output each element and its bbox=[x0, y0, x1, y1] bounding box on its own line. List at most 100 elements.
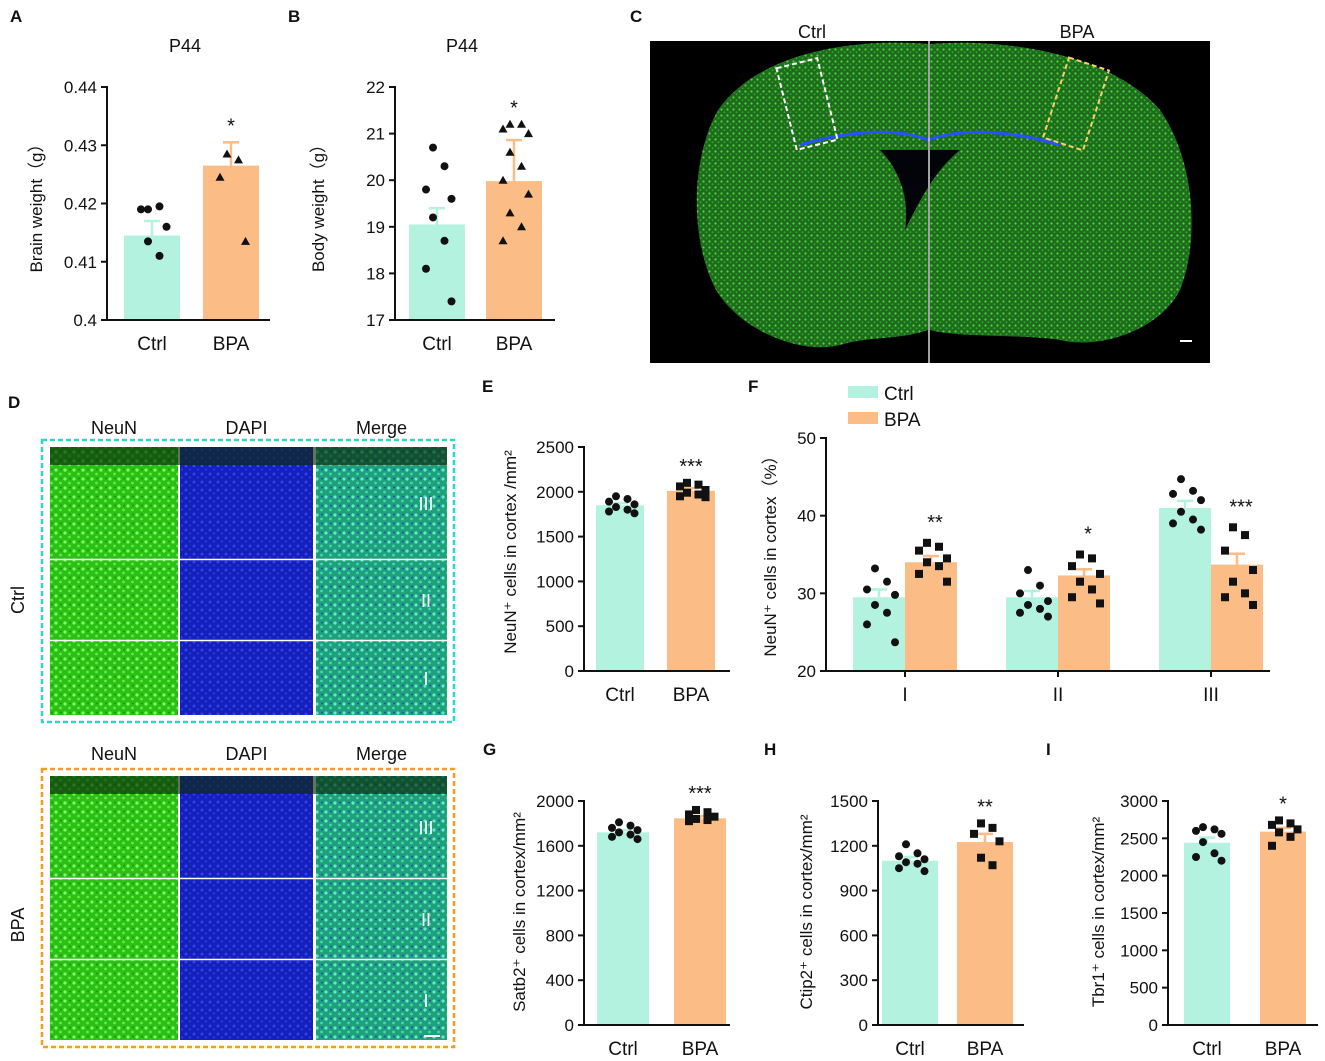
data-point-ctrl bbox=[883, 608, 891, 617]
y-tick-label: 500 bbox=[1130, 979, 1158, 998]
bar-ctrl bbox=[882, 860, 938, 1025]
data-point-ctrl bbox=[1044, 597, 1052, 606]
data-point-ctrl bbox=[440, 236, 449, 245]
y-tick-label: 0.42 bbox=[64, 195, 97, 214]
data-point-ctrl bbox=[863, 585, 871, 594]
data-point-bpa bbox=[1241, 589, 1249, 598]
data-point-bpa bbox=[683, 478, 691, 487]
data-point-bpa bbox=[685, 817, 693, 826]
data-point-ctrl bbox=[626, 830, 635, 839]
data-point-ctrl bbox=[891, 590, 899, 599]
data-point-ctrl bbox=[612, 492, 620, 501]
y-tick-label: 0 bbox=[565, 662, 574, 681]
column-header-neun: NeuN bbox=[91, 418, 137, 438]
layer-label-II: II bbox=[421, 591, 431, 611]
y-axis-title: Brain weight（g） bbox=[27, 135, 46, 272]
data-point-ctrl bbox=[605, 507, 613, 516]
data-point-bpa bbox=[524, 129, 533, 138]
bpa-roi-box bbox=[1041, 56, 1111, 152]
data-point-bpa bbox=[935, 562, 943, 571]
y-tick-label: 2500 bbox=[536, 438, 574, 457]
data-point-ctrl bbox=[1197, 525, 1205, 534]
data-point-bpa bbox=[701, 486, 710, 495]
group-frame-bpa bbox=[40, 767, 456, 1049]
data-point-bpa bbox=[710, 812, 719, 821]
y-tick-label: 30 bbox=[797, 584, 816, 603]
data-point-bpa bbox=[1286, 819, 1295, 828]
legend-label-bpa: BPA bbox=[884, 410, 921, 431]
data-point-ctrl bbox=[1197, 496, 1205, 505]
category-label-bpa: BPA bbox=[682, 1039, 719, 1060]
category-label-bpa: BPA bbox=[1265, 1039, 1302, 1060]
data-point-ctrl bbox=[144, 205, 152, 214]
bar-bpa bbox=[1260, 831, 1306, 1025]
data-point-ctrl bbox=[633, 835, 642, 844]
micrograph-merge-layer-II bbox=[316, 879, 447, 959]
column-header-dapi: DAPI bbox=[225, 744, 267, 764]
bar-ctrl bbox=[124, 235, 180, 320]
data-point-bpa bbox=[498, 236, 508, 245]
micrograph-merge-layer-I bbox=[316, 641, 447, 715]
panel-letter-I: I bbox=[1046, 740, 1051, 759]
y-tick-label: 0 bbox=[859, 1016, 868, 1035]
y-tick-label: 2500 bbox=[1120, 829, 1158, 848]
data-point-ctrl bbox=[913, 849, 922, 858]
layer-label-I: I bbox=[423, 669, 428, 689]
y-tick-label: 3000 bbox=[1120, 792, 1158, 811]
data-point-ctrl bbox=[1177, 475, 1185, 484]
data-point-ctrl bbox=[863, 620, 871, 629]
data-point-bpa bbox=[1088, 585, 1096, 594]
y-tick-label: 22 bbox=[366, 78, 385, 97]
data-point-bpa bbox=[241, 236, 250, 245]
data-point-bpa bbox=[215, 172, 225, 181]
y-tick-label: 18 bbox=[366, 264, 385, 283]
group-label-bpa: BPA bbox=[8, 908, 28, 943]
panel-letter-A: A bbox=[10, 7, 22, 26]
significance-marker: * bbox=[510, 97, 518, 119]
legend-label-ctrl: Ctrl bbox=[884, 384, 914, 405]
y-tick-label: 1200 bbox=[536, 882, 574, 901]
data-point-bpa bbox=[915, 546, 923, 555]
data-point-bpa bbox=[1286, 832, 1295, 841]
bar-bpa-layer-II bbox=[1058, 575, 1110, 671]
data-point-bpa bbox=[915, 569, 923, 578]
data-point-bpa bbox=[703, 816, 712, 825]
ventricle bbox=[880, 150, 960, 230]
data-point-bpa bbox=[1268, 841, 1276, 850]
layer-label-III: III bbox=[418, 494, 433, 514]
y-tick-label: 1500 bbox=[1120, 904, 1158, 923]
data-point-bpa bbox=[1076, 550, 1084, 559]
data-point-ctrl bbox=[902, 840, 910, 849]
significance-marker: * bbox=[227, 115, 235, 137]
data-point-bpa bbox=[1096, 599, 1104, 608]
significance-marker: ** bbox=[977, 796, 993, 818]
data-point-ctrl bbox=[633, 826, 642, 835]
micrograph-neun-layer-I bbox=[50, 641, 178, 715]
significance-marker: * bbox=[1279, 793, 1287, 815]
category-label-layer-II: II bbox=[1053, 685, 1064, 706]
column-header-dapi: DAPI bbox=[225, 418, 267, 438]
data-point-bpa bbox=[694, 490, 703, 499]
bar-bpa bbox=[957, 842, 1013, 1025]
data-point-ctrl bbox=[447, 194, 456, 203]
data-point-ctrl bbox=[1016, 608, 1024, 617]
data-point-ctrl bbox=[913, 859, 922, 868]
data-point-bpa bbox=[935, 542, 943, 551]
pial-surface-band bbox=[50, 776, 447, 794]
data-point-bpa bbox=[970, 829, 978, 838]
chart-ctip2-density: Ctrl BPA ** 0 300 600 900 1200 1500 Ctip2⁺ cells … bbox=[797, 792, 1024, 1060]
data-point-ctrl bbox=[626, 821, 635, 830]
panel-letter-G: G bbox=[483, 740, 496, 759]
group-frame-ctrl bbox=[40, 438, 456, 724]
bar-bpa bbox=[203, 165, 259, 320]
data-point-bpa bbox=[685, 810, 693, 819]
data-point-bpa bbox=[524, 189, 533, 198]
brain-section-image bbox=[650, 41, 1210, 363]
panel-letter-E: E bbox=[482, 377, 493, 396]
data-point-ctrl bbox=[623, 494, 632, 503]
y-tick-label: 21 bbox=[366, 125, 385, 144]
chart-neun-density: Ctrl BPA *** 0 500 1000 1500 2000 2500 NeuN⁺ cell… bbox=[501, 438, 730, 706]
y-tick-label: 50 bbox=[797, 429, 816, 448]
data-point-ctrl bbox=[1217, 829, 1226, 838]
panel-letter-D: D bbox=[8, 393, 20, 412]
